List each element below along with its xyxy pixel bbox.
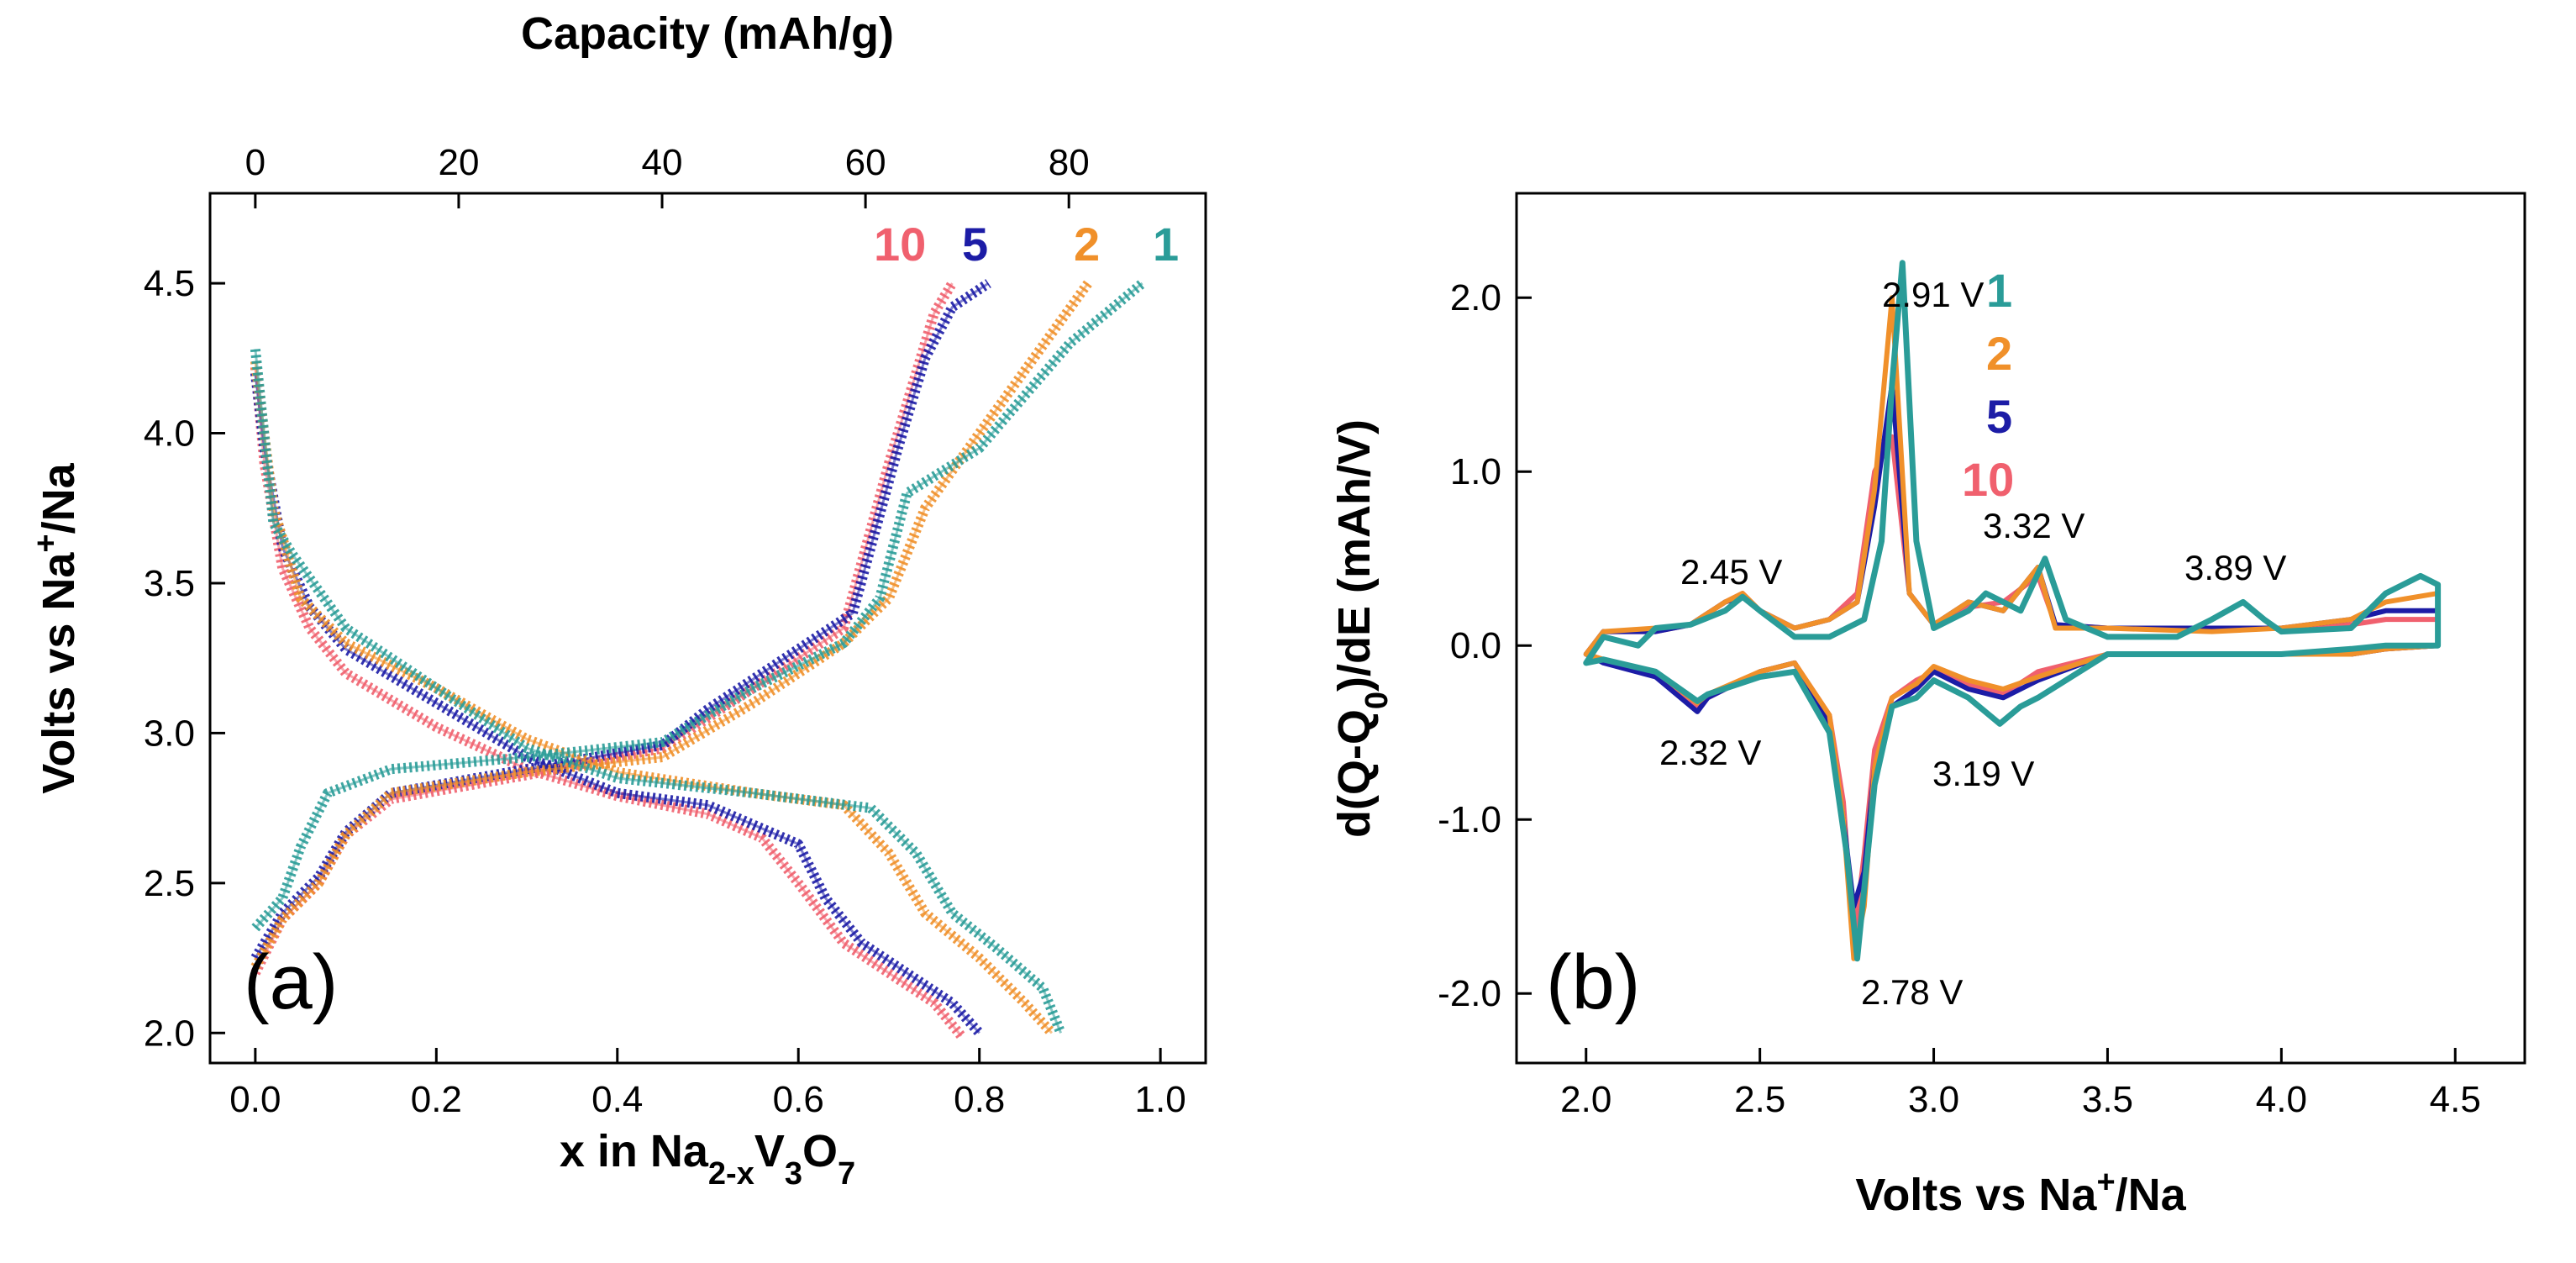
a-curve-core-discharge-2 bbox=[254, 360, 1053, 1034]
a-x-tick-label: 0.6 bbox=[773, 1079, 824, 1120]
a-y-tick-label: 4.0 bbox=[144, 413, 195, 455]
panel-b-frame bbox=[1515, 192, 2526, 1065]
panel-a-x-ticks: 0.0 0.2 0.4 0.6 0.8 1.0 bbox=[229, 1048, 1186, 1120]
a-x-tick-label: 0.2 bbox=[411, 1079, 462, 1120]
b-y-tick-label: 1.0 bbox=[1450, 451, 1501, 492]
panel-b: 2.0 2.5 3.0 3.5 4.0 4.5 -2.0 -1.0 0.0 1.0 2.0 Vol… bbox=[1329, 192, 2526, 1220]
a-y-tick-label: 4.5 bbox=[144, 263, 195, 304]
b-x-tick-label: 3.0 bbox=[1908, 1079, 1959, 1120]
panel-a-y-axis-title: Volts vs Na+/Na bbox=[29, 462, 84, 793]
b-curve-cycle-1 bbox=[1583, 260, 2442, 962]
a-top-tick-label: 80 bbox=[1049, 142, 1090, 183]
a-curve-discharge-2 bbox=[250, 360, 1056, 1037]
b-y-tick-label: 0.0 bbox=[1450, 625, 1501, 666]
panel-a-top-axis-title: Capacity (mAh/g) bbox=[521, 8, 894, 59]
a-top-tick-label: 0 bbox=[245, 142, 265, 183]
a-y-tick-label: 3.5 bbox=[144, 563, 195, 604]
panel-a-series bbox=[250, 279, 1146, 1039]
panel-b-cycle-label-5: 5 bbox=[1986, 390, 2012, 443]
panel-a-x-axis-title: x in Na2-xV3O7 bbox=[560, 1126, 855, 1192]
a-curve-charge-1 bbox=[251, 279, 1146, 932]
peak-label-2-45: 2.45 V bbox=[1680, 552, 1782, 592]
peak-label-3-32: 3.32 V bbox=[1983, 506, 2084, 545]
panel-a-cycle-label-5: 5 bbox=[962, 218, 988, 271]
panel-b-y-ticks: -2.0 -1.0 0.0 1.0 2.0 bbox=[1438, 277, 1532, 1014]
peak-label-2-32: 2.32 V bbox=[1659, 733, 1761, 772]
b-y-tick-label: 2.0 bbox=[1450, 277, 1501, 318]
b-x-tick-label: 2.0 bbox=[1560, 1079, 1611, 1120]
a-x-tick-label: 0.0 bbox=[229, 1079, 281, 1120]
peak-label-2-78: 2.78 V bbox=[1861, 972, 1963, 1012]
panel-b-cycle-label-1: 1 bbox=[1986, 264, 2012, 317]
panel-a-y-ticks: 2.0 2.5 3.0 3.5 4.0 4.5 bbox=[144, 263, 225, 1054]
panel-b-cycle-label-10: 10 bbox=[1962, 453, 2014, 506]
a-curve-core-discharge-1 bbox=[254, 349, 1062, 1034]
a-y-tick-label: 3.0 bbox=[144, 713, 195, 754]
b-x-tick-label: 2.5 bbox=[1734, 1079, 1785, 1120]
a-curve-core-charge-1 bbox=[254, 282, 1143, 929]
a-curve-charge-10 bbox=[250, 280, 957, 976]
peak-label-3-19: 3.19 V bbox=[1932, 754, 2034, 793]
b-x-tick-label: 3.5 bbox=[2082, 1079, 2133, 1120]
b-x-tick-label: 4.5 bbox=[2430, 1079, 2481, 1120]
a-x-tick-label: 1.0 bbox=[1135, 1079, 1186, 1120]
a-curve-core-discharge-5 bbox=[254, 372, 980, 1034]
panel-b-tag: (b) bbox=[1546, 939, 1640, 1025]
panel-b-cycle-label-2: 2 bbox=[1986, 327, 2012, 380]
a-series-cycle-1 bbox=[250, 279, 1146, 1035]
a-top-tick-label: 20 bbox=[438, 142, 479, 183]
panel-b-series bbox=[1583, 260, 2442, 962]
panel-a-tag: (a) bbox=[244, 939, 338, 1025]
a-curve-charge-5 bbox=[250, 279, 991, 961]
panel-b-x-axis-title: Volts vs Na+/Na bbox=[1855, 1165, 2186, 1220]
a-curve-core-charge-2 bbox=[254, 282, 1090, 968]
a-y-tick-label: 2.5 bbox=[144, 863, 195, 904]
peak-label-3-89: 3.89 V bbox=[2184, 548, 2286, 587]
a-curve-discharge-5 bbox=[250, 372, 984, 1037]
panel-a-frame bbox=[208, 192, 1207, 1065]
peak-label-2-91: 2.91 V bbox=[1882, 275, 1984, 314]
a-curve-charge-2 bbox=[250, 280, 1092, 970]
a-y-tick-label: 2.0 bbox=[144, 1013, 195, 1054]
panel-a-top-ticks: 0 20 40 60 80 bbox=[245, 142, 1090, 208]
panel-b-y-axis-title: d(Q-Q0)/dE (mAh/V) bbox=[1329, 419, 1395, 838]
b-x-tick-label: 4.0 bbox=[2256, 1079, 2307, 1120]
panel-a-cycle-label-1: 1 bbox=[1153, 218, 1179, 271]
a-x-tick-label: 0.8 bbox=[954, 1079, 1005, 1120]
b-y-tick-label: -1.0 bbox=[1438, 799, 1501, 840]
a-curve-core-charge-5 bbox=[254, 282, 990, 959]
panel-a: 0.0 0.2 0.4 0.6 0.8 1.0 2.0 2.5 3.0 3.5 4.0 4.5 0 2… bbox=[29, 8, 1207, 1192]
a-x-tick-label: 0.4 bbox=[591, 1079, 643, 1120]
panel-b-x-ticks: 2.0 2.5 3.0 3.5 4.0 4.5 bbox=[1560, 1048, 2481, 1120]
b-y-tick-label: -2.0 bbox=[1438, 973, 1501, 1014]
a-top-tick-label: 60 bbox=[845, 142, 886, 183]
a-top-tick-label: 40 bbox=[642, 142, 683, 183]
panel-a-cycle-label-2: 2 bbox=[1074, 218, 1100, 271]
panel-a-cycle-label-10: 10 bbox=[874, 218, 926, 271]
